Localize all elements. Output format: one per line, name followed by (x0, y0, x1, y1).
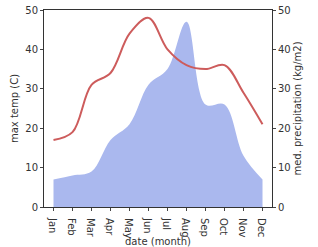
svg-text:Feb: Feb (66, 218, 77, 236)
svg-text:50: 50 (25, 5, 38, 16)
svg-text:0: 0 (278, 202, 284, 213)
svg-text:50: 50 (278, 5, 291, 16)
svg-text:med. precipitation (kg/m2): med. precipitation (kg/m2) (292, 41, 303, 175)
svg-text:0: 0 (32, 202, 38, 213)
svg-text:30: 30 (278, 83, 291, 94)
svg-text:max temp (C): max temp (C) (9, 74, 20, 143)
svg-text:40: 40 (25, 44, 38, 55)
svg-text:Nov: Nov (237, 218, 248, 238)
svg-text:20: 20 (278, 123, 291, 134)
svg-text:Jun: Jun (142, 217, 153, 234)
svg-text:40: 40 (278, 44, 291, 55)
svg-text:Apr: Apr (104, 218, 115, 236)
svg-text:May: May (123, 218, 134, 239)
svg-text:20: 20 (25, 123, 38, 134)
svg-text:10: 10 (25, 162, 38, 173)
svg-text:Aug: Aug (180, 218, 191, 238)
svg-text:Oct: Oct (218, 218, 229, 235)
svg-text:Sep: Sep (199, 218, 210, 237)
svg-text:Jan: Jan (47, 217, 58, 233)
svg-text:Mar: Mar (85, 218, 96, 238)
svg-text:date (month): date (month) (125, 236, 191, 247)
svg-text:Jul: Jul (161, 217, 172, 230)
svg-text:10: 10 (278, 162, 291, 173)
svg-text:30: 30 (25, 83, 38, 94)
svg-text:Dec: Dec (256, 218, 267, 237)
